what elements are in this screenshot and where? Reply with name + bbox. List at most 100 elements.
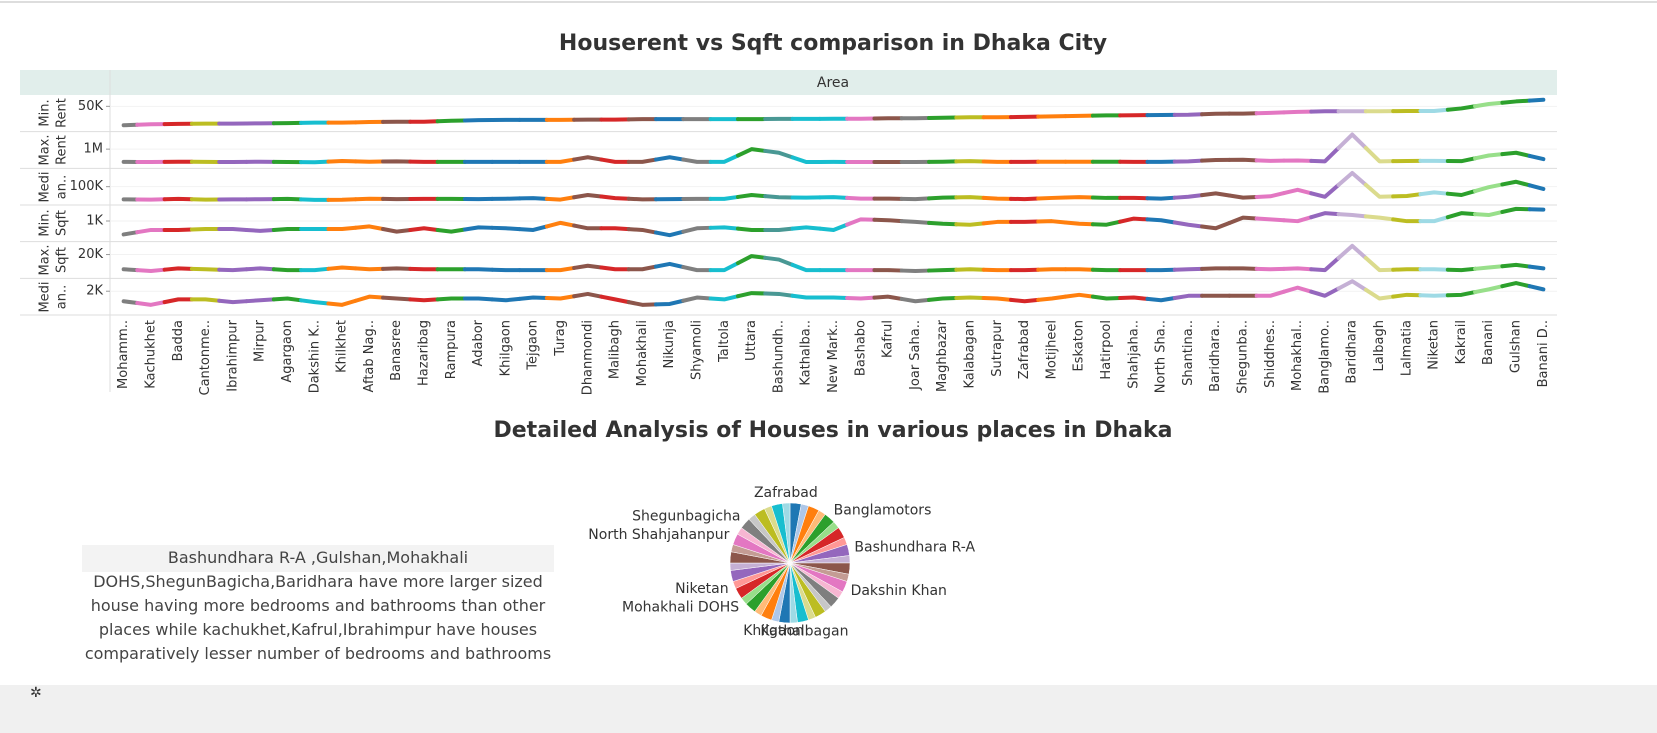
chart-title: Detailed Analysis of Houses in various p… [494,418,1173,443]
x-tick-label: Malibagh [608,320,623,379]
x-tick-label: Baridhara [1345,320,1360,384]
x-tick-label: Cantonme.. [198,320,213,396]
line-segment [1172,112,1205,117]
y-tick-label: 100K [70,179,104,194]
line-segment [1391,192,1423,199]
line-segment [1527,284,1546,292]
y-tick-label: 50K [78,99,104,114]
line-segment [544,195,577,202]
line-segment [1036,294,1068,302]
line-segment [654,261,686,270]
line-segment [1254,289,1286,298]
line-segment [271,267,304,273]
line-segment [299,266,331,273]
line-segment [927,195,959,201]
line-segment [572,192,604,200]
x-tick-label: Kachukhet [143,320,158,389]
line-segment [1309,182,1341,199]
line-segment [1336,132,1368,150]
line-segment [326,298,358,307]
line-segment [244,227,276,233]
line-segment [544,294,577,301]
bottom-toolbar [0,685,1657,733]
x-tick-label: Bashundh.. [771,320,786,393]
line-segment [1118,216,1150,224]
line-segment [1445,189,1478,197]
line-segment [954,195,986,200]
line-segment [244,297,276,304]
line-segment [1008,196,1041,202]
pie-label: Shegunbagicha [632,509,740,525]
line-segment [244,266,276,272]
line-segment [517,196,549,201]
line-segment [1500,206,1532,214]
x-tick-label: Mohamm.. [116,320,131,389]
y-tick-label: 20K [78,247,104,262]
x-tick-label: Lalbagh [1372,320,1387,372]
line-segment [572,291,604,299]
x-tick-label: Baridhara.. [1208,320,1223,392]
line-segment [326,265,358,271]
pie-label: North Shahjahanpur [588,527,729,543]
x-tick-label: Eskaton [1072,320,1087,372]
line-segment [1363,214,1396,222]
x-tick-label: Khilgaon [498,320,513,376]
line-segment [1227,215,1259,225]
line-segment [899,219,932,225]
line-segment [1527,153,1546,162]
line-segment [1527,183,1546,191]
line-segment [681,157,713,164]
line-segment [1200,191,1232,198]
line-segment [189,266,222,272]
x-tick-label: Hatirpool [1099,320,1114,380]
y-tick-label: 1K [86,214,103,229]
line-segment [1445,104,1478,112]
line-segment [817,195,850,200]
line-segment [462,296,495,302]
line-segment [217,267,249,273]
pie-label: Dakshin Khan [851,583,947,599]
line-segment [162,266,194,272]
line-segment [927,220,959,227]
line-segment [626,264,659,272]
x-tick-label: Khilkhet [335,320,350,373]
line-segment [763,194,795,200]
line-segment [1254,110,1286,116]
line-segment [1500,262,1532,269]
line-segment [1172,293,1205,301]
x-tick-label: Hazaribag [416,320,431,386]
line-segment [654,155,686,162]
x-tick-label: Zafrabad [1017,320,1032,379]
line-segment [599,294,631,305]
x-tick-label: Aftab Nag.. [362,320,377,392]
toolbar-icon[interactable]: ✲ [30,685,42,701]
line-segment [681,265,713,273]
line-segment [462,225,495,232]
line-segment [1500,281,1532,289]
line-segment [135,227,167,235]
pie-label: Banglamotors [834,502,932,518]
line-segment [1336,243,1368,260]
line-segment [1473,264,1505,271]
line-segment [1309,286,1341,298]
line-segment [1227,157,1259,163]
x-tick-label: Bashabo [853,320,868,376]
x-tick-label: Shahjaha.. [1126,320,1141,389]
line-segment [1063,220,1095,227]
x-tick-label: Uttara [744,320,759,361]
line-segment [708,225,740,231]
line-segment [1527,97,1546,103]
line-segment [599,157,631,164]
line-segment [1363,145,1396,164]
line-segment [899,196,932,202]
line-segment [1391,292,1423,299]
line-segment [1227,193,1259,200]
line-segment [435,296,467,302]
line-segment [1090,294,1123,301]
x-tick-label: Sutrapur [990,319,1005,376]
text-box-band [82,545,554,572]
line-segment [1418,107,1450,113]
y-tick-label: 1M [84,142,104,157]
line-segment [845,195,877,201]
